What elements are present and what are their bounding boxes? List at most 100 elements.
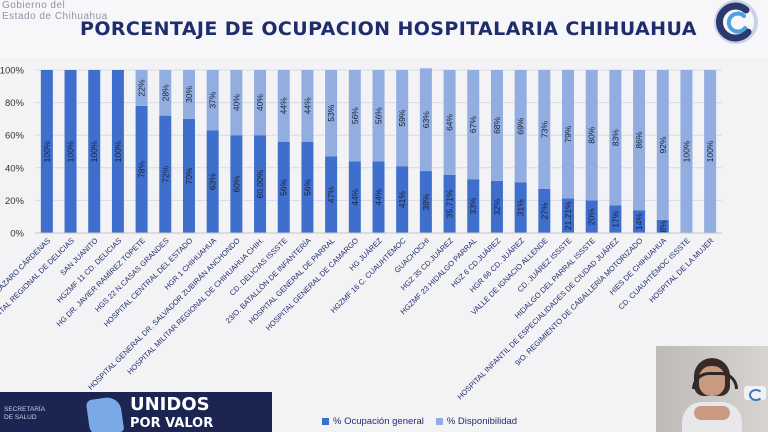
bar-disponibilidad xyxy=(443,70,456,175)
state-map-icon xyxy=(85,395,125,432)
bar-ocupacion xyxy=(159,115,172,233)
bar-ocupacion xyxy=(562,198,575,233)
brand-logo-icon xyxy=(714,0,758,44)
bar-disponibilidad xyxy=(538,70,551,189)
chart-title: PORCENTAJE DE OCUPACION HOSPITALARIA CHI… xyxy=(80,18,697,40)
legend-swatch-disponibilidad xyxy=(435,418,443,425)
bar-ocupacion xyxy=(490,180,503,233)
data-label-disponibilidad: 67% xyxy=(468,116,478,133)
y-tick-label: 0% xyxy=(10,229,24,240)
data-label-disponibilidad: 56% xyxy=(374,107,384,124)
y-tick-label: 20% xyxy=(5,196,25,207)
data-label-ocupacion: 14% xyxy=(634,213,644,230)
bar-ocupacion xyxy=(656,219,669,233)
bar-disponibilidad xyxy=(135,70,148,106)
data-label-disponibilidad: 40% xyxy=(255,94,265,111)
y-tick-label: 80% xyxy=(5,98,25,109)
bar-ocupacion xyxy=(277,141,290,233)
brand-slogan-line1: UNIDOS xyxy=(130,394,210,415)
bar-disponibilidad xyxy=(396,70,409,167)
government-caption: Gobierno del Estado de Chihuahua xyxy=(2,0,108,22)
bar-ocupacion xyxy=(325,156,338,233)
bar-ocupacion xyxy=(514,182,527,233)
data-label-disponibilidad: 64% xyxy=(445,113,455,130)
bar-ocupacion xyxy=(467,179,480,233)
data-label-ocupacion: 31% xyxy=(516,199,526,216)
secretaria-line1: SECRETARÍA xyxy=(4,406,46,413)
bar-disponibilidad xyxy=(325,70,338,157)
legend-label-disponibilidad: % Disponibilidad xyxy=(446,416,518,427)
presenter-hands xyxy=(694,406,730,420)
bar-ocupacion xyxy=(419,171,432,233)
bar-disponibilidad xyxy=(704,70,717,233)
bar-ocupacion xyxy=(111,70,124,233)
data-label-disponibilidad: 69% xyxy=(516,117,526,134)
data-label-ocupacion: 38% xyxy=(421,193,431,210)
data-label-ocupacion: 20% xyxy=(587,208,597,225)
data-label-ocupacion: 27% xyxy=(539,202,549,219)
bar-disponibilidad xyxy=(182,70,195,119)
bar-ocupacion xyxy=(206,130,219,233)
bar-ocupacion xyxy=(182,118,195,233)
data-label-ocupacion: 100% xyxy=(89,140,99,162)
bar-ocupacion xyxy=(88,70,101,233)
bar-disponibilidad xyxy=(230,70,243,136)
data-label-disponibilidad: 63% xyxy=(421,111,431,128)
bar-ocupacion xyxy=(348,161,361,233)
data-label-disponibilidad: 44% xyxy=(302,97,312,114)
data-label-disponibilidad: 79% xyxy=(563,125,573,142)
top-banner xyxy=(0,0,768,58)
data-label-disponibilidad: 37% xyxy=(208,91,218,108)
bar-disponibilidad xyxy=(348,70,361,162)
y-tick-label: 100% xyxy=(0,66,25,77)
category-label: HG DR. JAVIER RAMÍREZ TOPETE xyxy=(55,236,147,328)
data-label-disponibilidad: 80% xyxy=(587,126,597,143)
data-label-disponibilidad: 30% xyxy=(184,86,194,103)
bar-disponibilidad xyxy=(206,70,219,131)
legend-label-ocupacion: % Ocupación general xyxy=(333,416,424,427)
channel-logo-icon xyxy=(749,389,763,401)
data-label-disponibilidad: 59% xyxy=(397,109,407,126)
bar-disponibilidad xyxy=(562,70,575,199)
bar-disponibilidad xyxy=(419,68,432,172)
data-label-ocupacion: 78% xyxy=(137,160,147,177)
data-label-disponibilidad: 83% xyxy=(610,129,620,146)
bar-disponibilidad xyxy=(609,70,622,206)
bar-ocupacion xyxy=(396,166,409,233)
data-label-disponibilidad: 22% xyxy=(137,79,147,96)
data-label-disponibilidad: 53% xyxy=(326,104,336,121)
secretaria-caption: SECRETARÍA DE SALUD xyxy=(4,406,45,422)
bar-ocupacion xyxy=(372,161,385,233)
bar-disponibilidad xyxy=(467,70,480,180)
data-label-disponibilidad: 100% xyxy=(681,140,691,162)
data-label-ocupacion: 56% xyxy=(279,178,289,195)
bar-disponibilidad xyxy=(159,70,172,116)
data-label-disponibilidad: 73% xyxy=(539,121,549,138)
y-tick-label: 60% xyxy=(5,131,25,142)
bar-disponibilidad xyxy=(372,70,385,162)
data-label-ocupacion: 44% xyxy=(350,188,360,205)
data-label-ocupacion: 70% xyxy=(184,167,194,184)
bar-ocupacion xyxy=(40,70,53,233)
data-label-ocupacion: 35.71% xyxy=(445,189,455,218)
bar-ocupacion xyxy=(64,70,77,233)
government-caption-line1: Gobierno del xyxy=(2,0,66,11)
bar-disponibilidad xyxy=(277,70,290,142)
legend-item-disponibilidad: % Disponibilidad xyxy=(435,416,518,427)
secretaria-line2: DE SALUD xyxy=(4,414,37,421)
bar-ocupacion xyxy=(443,174,456,233)
government-caption-line2: Estado de Chihuahua xyxy=(2,11,108,22)
data-label-disponibilidad: 86% xyxy=(634,131,644,148)
data-label-ocupacion: 44% xyxy=(374,188,384,205)
data-label-ocupacion: 8% xyxy=(658,220,668,233)
data-label-ocupacion: 33% xyxy=(468,197,478,214)
data-label-disponibilidad: 100% xyxy=(705,140,715,162)
bar-disponibilidad xyxy=(514,70,527,183)
presenter-video-feed xyxy=(656,346,768,432)
headset-icon xyxy=(692,372,738,389)
data-label-disponibilidad: 92% xyxy=(658,136,668,153)
data-label-disponibilidad: 40% xyxy=(231,94,241,111)
bar-disponibilidad xyxy=(301,70,314,142)
data-label-ocupacion: 21.21% xyxy=(563,201,573,230)
data-label-ocupacion: 72% xyxy=(160,165,170,182)
